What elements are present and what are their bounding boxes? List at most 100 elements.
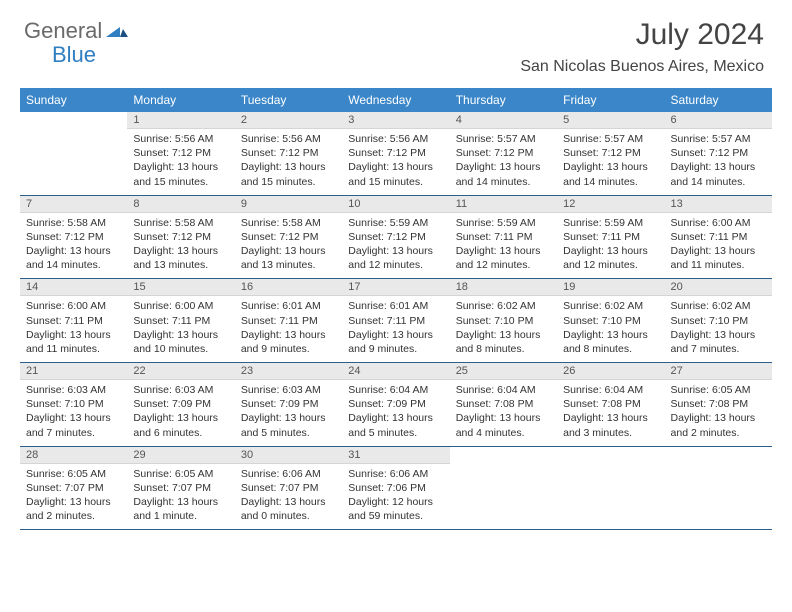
day-number: 12 — [557, 196, 664, 213]
day-number: 5 — [557, 112, 664, 129]
calendar-day-cell: 16Sunrise: 6:01 AMSunset: 7:11 PMDayligh… — [235, 279, 342, 363]
day-number: 22 — [127, 363, 234, 380]
sunrise-text: Sunrise: 6:05 AM — [671, 383, 766, 397]
sunset-text: Sunset: 7:09 PM — [133, 397, 228, 411]
calendar-day-cell: 27Sunrise: 6:05 AMSunset: 7:08 PMDayligh… — [665, 363, 772, 447]
day-details: Sunrise: 5:58 AMSunset: 7:12 PMDaylight:… — [235, 213, 342, 279]
calendar-day-cell: 29Sunrise: 6:05 AMSunset: 7:07 PMDayligh… — [127, 446, 234, 530]
calendar-table: Sunday Monday Tuesday Wednesday Thursday… — [20, 88, 772, 530]
logo-blue-row: Blue — [24, 42, 96, 68]
sunset-text: Sunset: 7:12 PM — [348, 230, 443, 244]
sunrise-text: Sunrise: 6:04 AM — [348, 383, 443, 397]
daylight-text: Daylight: 13 hours and 15 minutes. — [348, 160, 443, 188]
sunrise-text: Sunrise: 6:03 AM — [26, 383, 121, 397]
day-number: 2 — [235, 112, 342, 129]
daylight-text: Daylight: 13 hours and 0 minutes. — [241, 495, 336, 523]
day-details: Sunrise: 6:00 AMSunset: 7:11 PMDaylight:… — [20, 296, 127, 362]
sunset-text: Sunset: 7:06 PM — [348, 481, 443, 495]
calendar-day-cell: 22Sunrise: 6:03 AMSunset: 7:09 PMDayligh… — [127, 363, 234, 447]
day-details: Sunrise: 6:02 AMSunset: 7:10 PMDaylight:… — [450, 296, 557, 362]
daylight-text: Daylight: 13 hours and 4 minutes. — [456, 411, 551, 439]
day-details: Sunrise: 5:59 AMSunset: 7:12 PMDaylight:… — [342, 213, 449, 279]
calendar-day-cell: 17Sunrise: 6:01 AMSunset: 7:11 PMDayligh… — [342, 279, 449, 363]
sunrise-text: Sunrise: 5:58 AM — [133, 216, 228, 230]
daylight-text: Daylight: 13 hours and 8 minutes. — [563, 328, 658, 356]
weekday-header: Friday — [557, 88, 664, 112]
day-details: Sunrise: 6:04 AMSunset: 7:08 PMDaylight:… — [450, 380, 557, 446]
day-number: 6 — [665, 112, 772, 129]
day-details: Sunrise: 5:58 AMSunset: 7:12 PMDaylight:… — [20, 213, 127, 279]
calendar-week-row: 7Sunrise: 5:58 AMSunset: 7:12 PMDaylight… — [20, 195, 772, 279]
daylight-text: Daylight: 13 hours and 14 minutes. — [671, 160, 766, 188]
sunrise-text: Sunrise: 5:56 AM — [241, 132, 336, 146]
sunset-text: Sunset: 7:12 PM — [563, 146, 658, 160]
sunset-text: Sunset: 7:09 PM — [348, 397, 443, 411]
sunset-text: Sunset: 7:12 PM — [26, 230, 121, 244]
sunrise-text: Sunrise: 6:02 AM — [456, 299, 551, 313]
daylight-text: Daylight: 13 hours and 12 minutes. — [456, 244, 551, 272]
sunrise-text: Sunrise: 6:02 AM — [671, 299, 766, 313]
logo-mark-icon — [106, 21, 128, 42]
sunrise-text: Sunrise: 6:00 AM — [26, 299, 121, 313]
day-number: 20 — [665, 279, 772, 296]
day-details: Sunrise: 6:01 AMSunset: 7:11 PMDaylight:… — [235, 296, 342, 362]
sunrise-text: Sunrise: 6:00 AM — [671, 216, 766, 230]
sunrise-text: Sunrise: 5:59 AM — [456, 216, 551, 230]
sunrise-text: Sunrise: 6:04 AM — [563, 383, 658, 397]
weekday-header: Thursday — [450, 88, 557, 112]
sunrise-text: Sunrise: 6:05 AM — [26, 467, 121, 481]
sunrise-text: Sunrise: 5:57 AM — [456, 132, 551, 146]
sunrise-text: Sunrise: 5:57 AM — [671, 132, 766, 146]
calendar-day-cell: 10Sunrise: 5:59 AMSunset: 7:12 PMDayligh… — [342, 195, 449, 279]
calendar-day-cell: 6Sunrise: 5:57 AMSunset: 7:12 PMDaylight… — [665, 112, 772, 195]
day-details: Sunrise: 6:03 AMSunset: 7:10 PMDaylight:… — [20, 380, 127, 446]
daylight-text: Daylight: 13 hours and 7 minutes. — [26, 411, 121, 439]
day-number: 8 — [127, 196, 234, 213]
weekday-header-row: Sunday Monday Tuesday Wednesday Thursday… — [20, 88, 772, 112]
sunrise-text: Sunrise: 5:59 AM — [563, 216, 658, 230]
daylight-text: Daylight: 13 hours and 10 minutes. — [133, 328, 228, 356]
day-number: 23 — [235, 363, 342, 380]
calendar-day-cell: 8Sunrise: 5:58 AMSunset: 7:12 PMDaylight… — [127, 195, 234, 279]
calendar-day-cell: 9Sunrise: 5:58 AMSunset: 7:12 PMDaylight… — [235, 195, 342, 279]
calendar-day-cell: 28Sunrise: 6:05 AMSunset: 7:07 PMDayligh… — [20, 446, 127, 530]
sunset-text: Sunset: 7:11 PM — [133, 314, 228, 328]
logo-text-general: General — [24, 18, 102, 44]
day-details: Sunrise: 6:01 AMSunset: 7:11 PMDaylight:… — [342, 296, 449, 362]
weekday-header: Monday — [127, 88, 234, 112]
sunrise-text: Sunrise: 5:58 AM — [26, 216, 121, 230]
day-details: Sunrise: 6:02 AMSunset: 7:10 PMDaylight:… — [665, 296, 772, 362]
day-details: Sunrise: 5:57 AMSunset: 7:12 PMDaylight:… — [665, 129, 772, 195]
day-number: 15 — [127, 279, 234, 296]
daylight-text: Daylight: 13 hours and 6 minutes. — [133, 411, 228, 439]
daylight-text: Daylight: 13 hours and 11 minutes. — [26, 328, 121, 356]
sunrise-text: Sunrise: 5:59 AM — [348, 216, 443, 230]
daylight-text: Daylight: 13 hours and 14 minutes. — [563, 160, 658, 188]
day-number: 4 — [450, 112, 557, 129]
sunset-text: Sunset: 7:12 PM — [241, 146, 336, 160]
weekday-header: Sunday — [20, 88, 127, 112]
sunset-text: Sunset: 7:10 PM — [26, 397, 121, 411]
calendar-week-row: 1Sunrise: 5:56 AMSunset: 7:12 PMDaylight… — [20, 112, 772, 195]
day-number: 9 — [235, 196, 342, 213]
day-number: 3 — [342, 112, 449, 129]
day-details: Sunrise: 5:59 AMSunset: 7:11 PMDaylight:… — [450, 213, 557, 279]
day-details: Sunrise: 6:04 AMSunset: 7:08 PMDaylight:… — [557, 380, 664, 446]
daylight-text: Daylight: 13 hours and 5 minutes. — [241, 411, 336, 439]
weekday-header: Wednesday — [342, 88, 449, 112]
location: San Nicolas Buenos Aires, Mexico — [520, 58, 764, 76]
day-details — [20, 129, 127, 191]
calendar-week-row: 28Sunrise: 6:05 AMSunset: 7:07 PMDayligh… — [20, 446, 772, 530]
calendar-day-cell: 31Sunrise: 6:06 AMSunset: 7:06 PMDayligh… — [342, 446, 449, 530]
day-number: 31 — [342, 447, 449, 464]
daylight-text: Daylight: 13 hours and 15 minutes. — [241, 160, 336, 188]
daylight-text: Daylight: 13 hours and 5 minutes. — [348, 411, 443, 439]
calendar-day-cell — [450, 446, 557, 530]
sunrise-text: Sunrise: 5:58 AM — [241, 216, 336, 230]
day-number: 1 — [127, 112, 234, 129]
daylight-text: Daylight: 13 hours and 11 minutes. — [671, 244, 766, 272]
day-details — [665, 464, 772, 526]
calendar-day-cell: 11Sunrise: 5:59 AMSunset: 7:11 PMDayligh… — [450, 195, 557, 279]
calendar-day-cell: 4Sunrise: 5:57 AMSunset: 7:12 PMDaylight… — [450, 112, 557, 195]
day-number: 16 — [235, 279, 342, 296]
